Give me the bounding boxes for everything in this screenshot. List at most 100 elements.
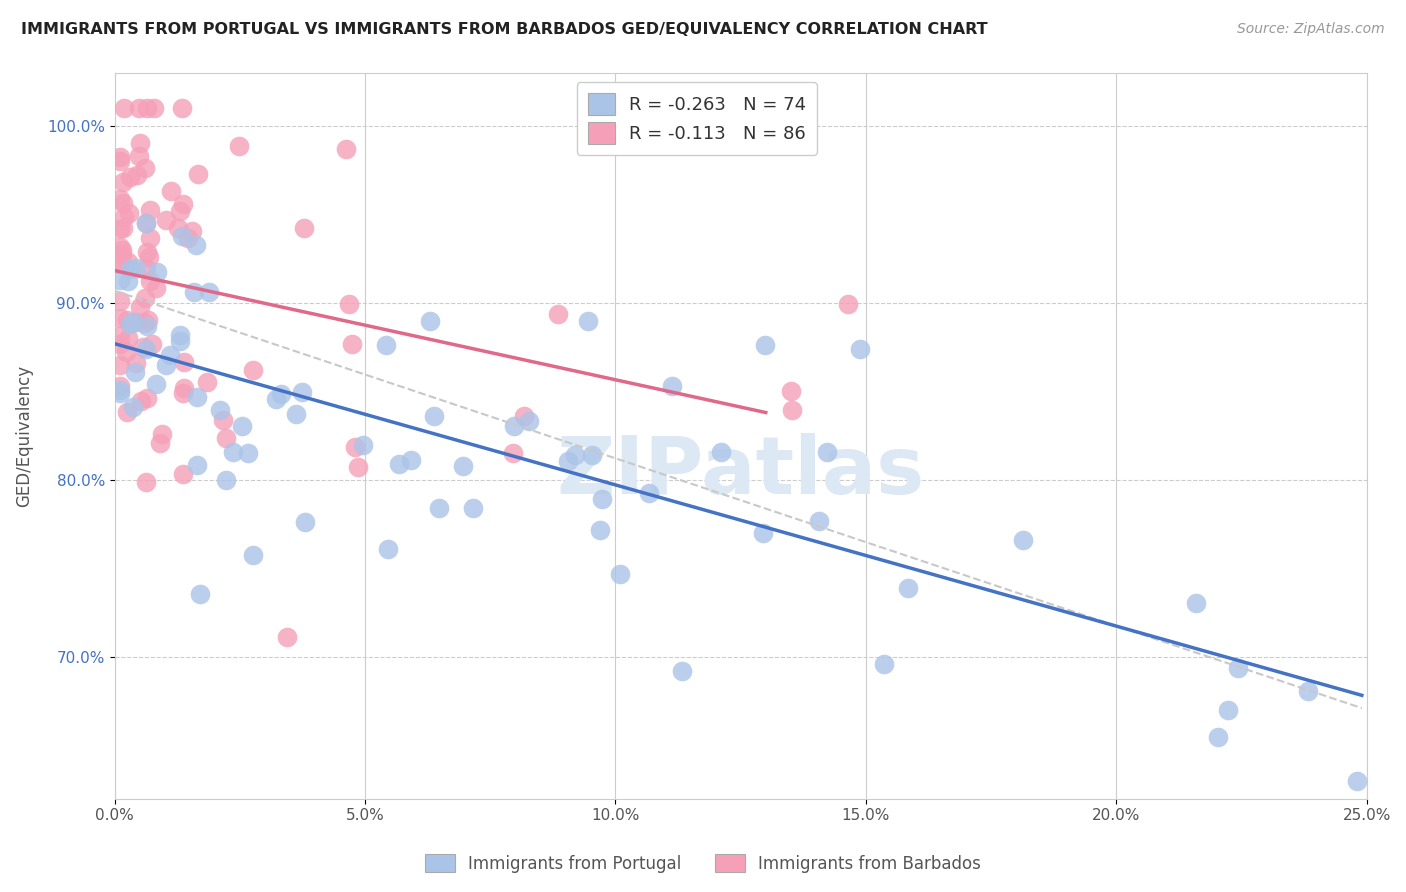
Point [118,169,141,184]
Point [134,316,156,330]
Point [284,408,307,422]
Point [108,240,131,254]
Point [661,378,683,392]
Point [136,245,159,260]
Point [115,405,138,419]
Point [145,281,167,295]
Point [215,431,238,445]
Point [111,220,134,235]
Point [135,391,157,405]
Point [1206,730,1229,744]
Point [517,414,540,428]
Point [112,102,135,116]
Point [291,385,314,400]
Point [122,401,145,415]
Point [125,356,148,370]
Point [134,161,156,175]
Point [780,384,803,398]
Point [388,457,411,471]
Point [145,377,167,392]
Point [346,459,368,474]
Point [173,355,195,369]
Point [609,567,631,582]
Point [782,403,804,417]
Point [276,630,298,644]
Point [1346,774,1368,789]
Point [513,409,536,423]
Point [212,413,235,427]
Point [111,243,134,257]
Point [118,261,141,276]
Point [166,221,188,235]
Point [108,255,131,269]
Point [172,467,194,481]
Point [128,102,150,116]
Point [896,581,918,595]
Point [849,342,872,356]
Point [125,261,148,276]
Point [294,515,316,529]
Point [121,315,143,329]
Point [108,222,131,236]
Point [108,310,131,325]
Point [108,328,131,343]
Point [136,102,159,116]
Point [170,228,193,243]
Point [557,454,579,468]
Point [186,458,208,472]
Text: IMMIGRANTS FROM PORTUGAL VS IMMIGRANTS FROM BARBADOS GED/EQUIVALENCY CORRELATION: IMMIGRANTS FROM PORTUGAL VS IMMIGRANTS F… [21,22,987,37]
Point [111,246,134,260]
Point [135,342,157,356]
Legend: R = -0.263   N = 74, R = -0.113   N = 86: R = -0.263 N = 74, R = -0.113 N = 86 [576,82,817,155]
Point [149,436,172,450]
Point [181,224,204,238]
Point [117,331,139,345]
Y-axis label: GED/Equivalency: GED/Equivalency [15,365,32,507]
Point [188,587,211,601]
Point [136,318,159,333]
Point [124,315,146,329]
Point [117,274,139,288]
Point [115,313,138,327]
Point [808,514,831,528]
Point [231,418,253,433]
Point [138,250,160,264]
Point [352,438,374,452]
Point [139,274,162,288]
Point [377,541,399,556]
Point [117,255,139,269]
Point [128,149,150,163]
Point [228,139,250,153]
Point [236,446,259,460]
Point [160,184,183,198]
Point [159,348,181,362]
Point [170,102,193,116]
Point [754,338,776,352]
Point [111,195,134,210]
Point [108,153,131,168]
Point [139,231,162,245]
Text: Source: ZipAtlas.com: Source: ZipAtlas.com [1237,22,1385,37]
Point [423,409,446,423]
Point [710,444,733,458]
Point [155,358,177,372]
Point [195,376,218,390]
Point [108,336,131,351]
Point [150,426,173,441]
Point [427,500,450,515]
Point [135,216,157,230]
Point [111,175,134,189]
Point [502,446,524,460]
Point [118,206,141,220]
Point [1184,596,1206,610]
Point [1218,703,1240,717]
Point [108,273,131,287]
Point [127,168,149,182]
Point [591,491,613,506]
Point [129,136,152,150]
Point [1296,684,1319,698]
Point [183,285,205,299]
Point [837,297,859,311]
Point [141,336,163,351]
Point [399,453,422,467]
